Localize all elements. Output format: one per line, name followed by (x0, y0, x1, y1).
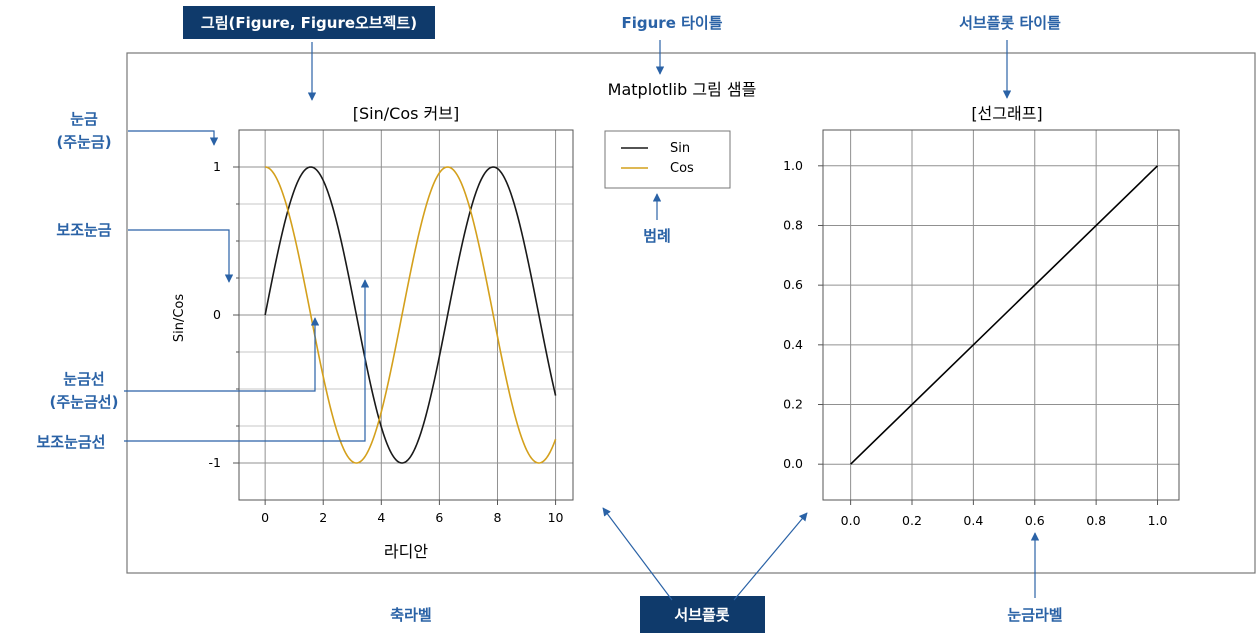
right-y-tick-label: 1.0 (783, 158, 803, 173)
right-x-tick-label: 0.8 (1086, 513, 1106, 528)
minor-tick-caption: 보조눈금 (56, 221, 111, 239)
left-tick-labels: 0 2 4 6 8 10 -1 0 1 (209, 159, 564, 525)
callout-arrows (124, 40, 1040, 601)
right-x-tick-label: 0.2 (902, 513, 922, 528)
right-series-line (850, 165, 1159, 465)
left-subplot-title: [Sin/Cos 커브] (353, 104, 459, 123)
left-y-axis-label: Sin/Cos (172, 294, 187, 343)
left-y-tick-label: 0 (213, 307, 221, 322)
subplot-arrow-left (602, 507, 673, 601)
tick-caption-line2: (주눈금) (56, 133, 111, 151)
gridline-caption-line1: 눈금선 (63, 370, 104, 388)
right-plot-frame (822, 129, 1180, 501)
subplot-label-text: 서브플롯 (674, 606, 729, 624)
minor-tick-arrow (128, 229, 234, 283)
right-subplot: 0.0 0.2 0.4 0.6 0.8 1.0 0.0 0.2 0.4 0.6 0.8 1.0 (783, 129, 1180, 528)
legend-sin-label: Sin (670, 141, 690, 156)
left-x-tick-label: 10 (548, 510, 564, 525)
subplot-label-box (640, 596, 765, 633)
right-y-tick-label: 0.0 (783, 456, 803, 471)
legend-box (604, 130, 731, 189)
left-y-tick-label: 1 (213, 159, 221, 174)
right-tick-labels: 0.0 0.2 0.4 0.6 0.8 1.0 0.0 0.2 0.4 0.6 0.8 1.0 (783, 158, 1167, 528)
gridline-caption-line2: (주눈금선) (50, 393, 119, 411)
right-x-tick-label: 1.0 (1148, 513, 1168, 528)
subplot-arrow-right (733, 512, 808, 601)
left-x-tick-label: 2 (319, 510, 327, 525)
left-y-tick-label: -1 (209, 455, 221, 470)
left-x-tick-label: 4 (377, 510, 385, 525)
legend-cos-label: Cos (670, 161, 694, 176)
figure-label-text: 그림(Figure, Figure오브젝트) (201, 14, 417, 32)
right-grid (823, 130, 1179, 500)
left-x-tick-label: 6 (435, 510, 443, 525)
legend: Sin Cos (604, 130, 731, 189)
subplot-title-caption: 서브플롯 타이틀 (959, 14, 1061, 32)
right-plot-area (823, 130, 1179, 500)
right-y-tick-label: 0.6 (783, 277, 803, 292)
figure-suptitle: Matplotlib 그림 샘플 (608, 80, 757, 99)
right-x-tick-label: 0.6 (1025, 513, 1045, 528)
gridline-arrow (124, 317, 320, 392)
tick-label-caption: 눈금라벨 (1007, 606, 1062, 624)
right-subplot-title: [선그래프] (971, 104, 1042, 123)
left-x-axis-label: 라디안 (384, 542, 428, 561)
tick-caption-line1: 눈금 (70, 110, 98, 128)
legend-caption: 범례 (643, 227, 671, 245)
right-y-tick-label: 0.2 (783, 397, 803, 412)
axis-label-caption: 축라벨 (390, 606, 431, 624)
right-x-tick-label: 0.4 (963, 513, 983, 528)
minor-gridline-arrow (124, 279, 370, 442)
left-x-tick-label: 8 (494, 510, 502, 525)
series-cos-line (265, 166, 557, 464)
right-y-tick-label: 0.8 (783, 217, 803, 232)
tick-arrow (128, 130, 219, 146)
figure-title-caption: Figure 타이틀 (622, 14, 723, 32)
figure-label-box (183, 6, 435, 39)
left-subplot: 0 2 4 6 8 10 -1 0 1 (209, 129, 574, 525)
series-sin-line (264, 166, 557, 464)
minor-gridline-caption: 보조눈금선 (36, 433, 105, 451)
figure-frame (126, 52, 1256, 574)
right-x-tick-label: 0.0 (841, 513, 861, 528)
right-series-lines (850, 165, 1159, 465)
left-x-tick-label: 0 (261, 510, 269, 525)
left-grid (239, 130, 573, 500)
left-series-lines (264, 166, 557, 464)
right-y-tick-label: 0.4 (783, 337, 803, 352)
